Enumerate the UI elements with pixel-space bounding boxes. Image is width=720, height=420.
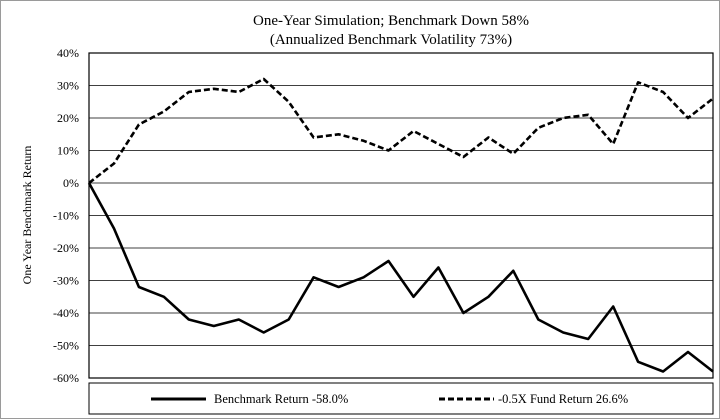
chart-legend: Benchmark Return -58.0% -0.5X Fund Retur… [89,383,713,414]
y-tick-label: -20% [53,241,79,255]
benchmark-series [89,183,713,372]
legend-label-benchmark: Benchmark Return -58.0% [214,392,348,406]
y-tick-label: -40% [53,306,79,320]
benchmark-line [89,183,713,372]
y-tick-label: 30% [57,79,79,93]
series-lines [89,79,713,372]
y-tick-label: -50% [53,339,79,353]
y-axis-label: One Year Benchmark Return [20,146,34,285]
y-tick-label: 40% [57,46,79,60]
legend-label-fund: -0.5X Fund Return 26.6% [498,392,628,406]
grid-lines [89,86,713,346]
y-tick-label: 20% [57,111,79,125]
chart-title: One-Year Simulation; Benchmark Down 58% … [253,13,529,48]
y-tick-label: 10% [57,144,79,158]
y-tick-label: 0% [63,176,79,190]
fund-line [89,79,713,183]
y-tick-label: -10% [53,209,79,223]
y-tick-label: -30% [53,274,79,288]
chart-title-line-1: One-Year Simulation; Benchmark Down 58% [253,13,529,29]
fund-series [89,79,713,183]
y-tick-label: -60% [53,371,79,385]
y-axis-ticks: 40% 30% 20% 10% 0% -10% -20% -30% -40% -50% -60% [53,46,79,385]
chart-title-line-2: (Annualized Benchmark Volatility 73%) [270,32,512,48]
